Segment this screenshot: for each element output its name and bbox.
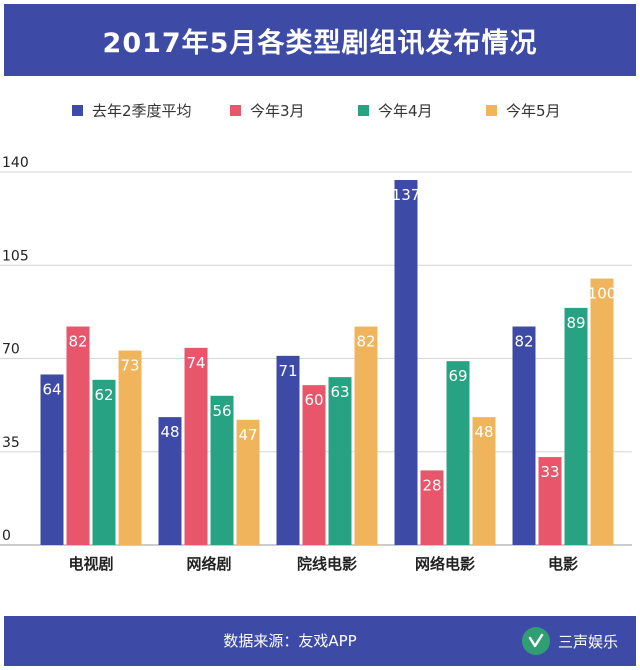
data-label: 100: [588, 285, 617, 303]
legend-label: 今年3月: [250, 102, 305, 120]
data-label: 28: [422, 476, 441, 494]
data-label: 82: [68, 333, 87, 351]
legend-swatch: [358, 105, 369, 116]
bar: [512, 326, 536, 545]
footer: 数据来源：友戏APP 三声娱乐: [4, 616, 636, 666]
y-tick-label: 140: [2, 155, 29, 171]
bar: [564, 307, 588, 545]
title-bar: 2017年5月各类型剧组讯发布情况: [4, 4, 636, 76]
data-source-text: 数据来源：友戏APP: [223, 632, 357, 650]
legend-item: 今年3月: [230, 100, 305, 121]
y-tick-label: 35: [2, 435, 20, 451]
legend-item: 今年5月: [486, 100, 561, 121]
bar: [210, 395, 234, 545]
data-label: 56: [212, 402, 231, 420]
data-label: 74: [186, 354, 205, 372]
data-label: 48: [160, 423, 179, 441]
legend-item: 去年2季度平均: [72, 100, 192, 121]
legend-swatch: [72, 105, 83, 116]
chart-title: 2017年5月各类型剧组讯发布情况: [102, 27, 538, 59]
data-label: 48: [474, 423, 493, 441]
bar: [446, 361, 470, 545]
legend-swatch: [230, 105, 241, 116]
data-label: 82: [514, 333, 533, 351]
bar: [538, 457, 562, 545]
bar: [354, 326, 378, 545]
category-label: 网络剧: [186, 555, 231, 573]
brand-name: 三声娱乐: [557, 632, 618, 651]
y-tick-label: 0: [2, 528, 11, 544]
check-logo-icon: [521, 627, 550, 655]
legend-label: 今年5月: [506, 102, 561, 120]
bar: [420, 470, 444, 545]
data-label: 47: [238, 426, 257, 444]
bar: [472, 417, 496, 545]
bar: [236, 419, 260, 545]
bar: [394, 179, 418, 545]
data-label: 63: [330, 383, 349, 401]
legend: 去年2季度平均 今年3月 今年4月 今年5月: [0, 100, 640, 124]
legend-swatch: [486, 105, 497, 116]
bar: [302, 385, 326, 545]
bar: [328, 377, 352, 545]
data-label: 60: [304, 391, 323, 409]
y-tick-label: 70: [2, 342, 20, 358]
data-label: 89: [566, 314, 585, 332]
data-label: 73: [120, 357, 139, 375]
bar: [92, 379, 116, 545]
data-label: 71: [278, 362, 297, 380]
category-label: 网络电影: [415, 555, 475, 573]
data-label: 62: [94, 386, 113, 404]
brand: 三声娱乐: [521, 627, 618, 655]
category-label: 电视剧: [68, 555, 113, 573]
legend-label: 去年2季度平均: [92, 102, 192, 120]
category-label: 电影: [548, 555, 578, 573]
data-label: 137: [392, 186, 421, 204]
bar: [158, 417, 182, 545]
data-label: 69: [448, 367, 467, 385]
y-tick-label: 105: [2, 248, 29, 264]
bar-chart: 0 35 70 105 140 64 82 62 73 电视剧 48 74 56 47 网络剧 71 60 63 8…: [0, 155, 632, 573]
data-label: 64: [42, 380, 61, 398]
legend-label: 今年4月: [378, 102, 433, 120]
bar: [66, 326, 90, 545]
bar: [118, 350, 142, 545]
bar: [276, 355, 300, 545]
bar: [184, 347, 208, 545]
category-label: 院线电影: [297, 555, 357, 573]
bar: [40, 374, 64, 545]
legend-item: 今年4月: [358, 100, 433, 121]
data-label: 82: [356, 333, 375, 351]
data-label: 33: [540, 463, 559, 481]
bar: [590, 278, 614, 545]
